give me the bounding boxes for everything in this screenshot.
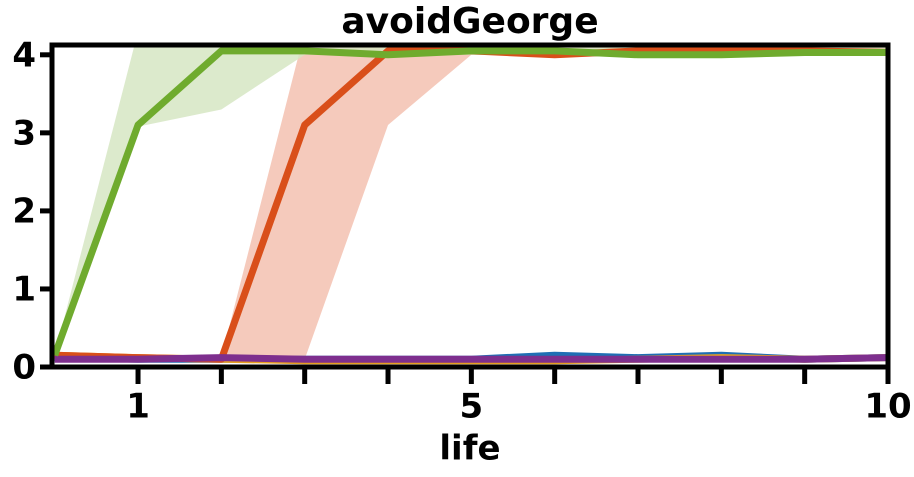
y-tick-label: 4 <box>12 35 36 75</box>
plot-area <box>54 47 886 365</box>
chart-title: avoidGeorge <box>341 1 598 42</box>
y-tick-label: 2 <box>12 191 36 231</box>
y-tick-label: 1 <box>12 269 36 309</box>
x-tick-label: 5 <box>460 387 484 427</box>
series-line <box>54 47 886 357</box>
x-tick-label: 1 <box>126 387 150 427</box>
x-tick-label: 10 <box>864 387 911 427</box>
y-tick-label: 3 <box>12 113 36 153</box>
confidence-band <box>54 47 886 356</box>
y-tick-label: 0 <box>12 348 36 388</box>
axes: 0 1 2 3 4 1 5 10 <box>12 35 911 426</box>
confidence-band <box>54 47 886 360</box>
series-line <box>54 354 886 363</box>
x-axis-label: life <box>439 429 500 469</box>
